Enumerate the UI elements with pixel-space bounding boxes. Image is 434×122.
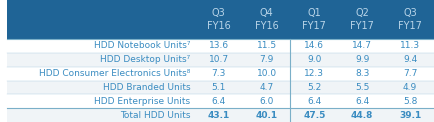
Text: 9.4: 9.4 [403, 55, 417, 64]
Text: 7.7: 7.7 [403, 69, 417, 78]
Text: 13.6: 13.6 [209, 41, 229, 51]
Text: Q2
FY17: Q2 FY17 [350, 8, 374, 31]
Text: HDD Notebook Units⁷: HDD Notebook Units⁷ [94, 41, 191, 51]
FancyBboxPatch shape [7, 94, 434, 108]
Text: 5.2: 5.2 [307, 83, 322, 92]
Text: 5.1: 5.1 [211, 83, 226, 92]
Text: 4.9: 4.9 [403, 83, 417, 92]
Text: 6.4: 6.4 [355, 97, 369, 106]
Text: 4.7: 4.7 [260, 83, 274, 92]
Text: Total HDD Units: Total HDD Units [120, 111, 191, 120]
FancyBboxPatch shape [7, 81, 434, 94]
Text: 40.1: 40.1 [256, 111, 278, 120]
Text: 14.6: 14.6 [304, 41, 324, 51]
Text: HDD Branded Units: HDD Branded Units [103, 83, 191, 92]
Text: 8.3: 8.3 [355, 69, 369, 78]
Text: 5.5: 5.5 [355, 83, 369, 92]
Text: 6.0: 6.0 [260, 97, 274, 106]
Text: 9.9: 9.9 [355, 55, 369, 64]
Text: 6.4: 6.4 [211, 97, 226, 106]
Text: 11.3: 11.3 [400, 41, 420, 51]
Text: Q3
FY16: Q3 FY16 [207, 8, 230, 31]
Text: 43.1: 43.1 [207, 111, 230, 120]
Text: 6.4: 6.4 [307, 97, 322, 106]
Text: Q3
FY17: Q3 FY17 [398, 8, 422, 31]
Text: 10.7: 10.7 [209, 55, 229, 64]
Text: 39.1: 39.1 [399, 111, 421, 120]
Text: 7.3: 7.3 [211, 69, 226, 78]
FancyBboxPatch shape [7, 39, 434, 53]
Text: HDD Enterprise Units: HDD Enterprise Units [94, 97, 191, 106]
FancyBboxPatch shape [7, 0, 434, 39]
Text: HDD Desktop Units⁷: HDD Desktop Units⁷ [100, 55, 191, 64]
Text: 7.9: 7.9 [260, 55, 274, 64]
FancyBboxPatch shape [7, 67, 434, 81]
Text: 12.3: 12.3 [304, 69, 324, 78]
Text: 10.0: 10.0 [256, 69, 276, 78]
Text: 14.7: 14.7 [352, 41, 372, 51]
Text: Q1
FY17: Q1 FY17 [302, 8, 326, 31]
Text: 11.5: 11.5 [256, 41, 276, 51]
Text: 5.8: 5.8 [403, 97, 417, 106]
Text: Q4
FY16: Q4 FY16 [255, 8, 278, 31]
Text: 44.8: 44.8 [351, 111, 373, 120]
Text: 9.0: 9.0 [307, 55, 322, 64]
FancyBboxPatch shape [7, 53, 434, 67]
FancyBboxPatch shape [7, 108, 434, 122]
Text: 47.5: 47.5 [303, 111, 326, 120]
Text: HDD Consumer Electronics Units⁸: HDD Consumer Electronics Units⁸ [39, 69, 191, 78]
